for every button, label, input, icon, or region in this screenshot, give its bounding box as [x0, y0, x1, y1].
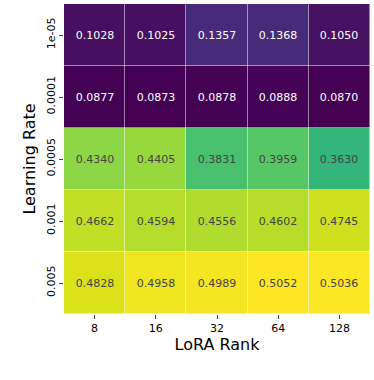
- svg-text:0.1368: 0.1368: [259, 29, 298, 42]
- svg-text:32: 32: [210, 322, 224, 335]
- svg-text:0.1050: 0.1050: [320, 29, 359, 42]
- svg-text:128: 128: [329, 322, 350, 335]
- svg-text:0.0878: 0.0878: [198, 91, 237, 104]
- svg-text:0.3959: 0.3959: [259, 153, 298, 166]
- svg-text:0.3831: 0.3831: [198, 153, 237, 166]
- svg-text:0.1025: 0.1025: [137, 29, 176, 42]
- svg-text:0.4958: 0.4958: [137, 277, 176, 290]
- svg-text:0.4556: 0.4556: [198, 215, 237, 228]
- svg-text:0.5036: 0.5036: [320, 277, 359, 290]
- svg-text:0.0005: 0.0005: [45, 138, 58, 177]
- svg-text:0.0870: 0.0870: [320, 91, 359, 104]
- svg-text:0.005: 0.005: [45, 266, 58, 298]
- svg-text:0.4989: 0.4989: [198, 277, 237, 290]
- svg-text:1e-05: 1e-05: [45, 17, 58, 49]
- svg-text:0.4828: 0.4828: [76, 277, 115, 290]
- svg-text:LoRA Rank: LoRA Rank: [175, 335, 261, 354]
- svg-text:0.5052: 0.5052: [259, 277, 298, 290]
- svg-text:0.4340: 0.4340: [76, 153, 115, 166]
- svg-text:0.0888: 0.0888: [259, 91, 298, 104]
- svg-text:0.4745: 0.4745: [320, 215, 359, 228]
- svg-text:8: 8: [91, 322, 98, 335]
- svg-text:64: 64: [271, 322, 285, 335]
- svg-text:0.0877: 0.0877: [76, 91, 115, 104]
- svg-text:0.1357: 0.1357: [198, 29, 237, 42]
- svg-text:16: 16: [149, 322, 163, 335]
- svg-text:0.4602: 0.4602: [259, 215, 298, 228]
- svg-text:Learning Rate: Learning Rate: [20, 103, 39, 214]
- svg-text:0.001: 0.001: [45, 204, 58, 236]
- svg-text:0.0001: 0.0001: [45, 76, 58, 115]
- svg-text:0.3630: 0.3630: [320, 153, 359, 166]
- svg-text:0.4594: 0.4594: [137, 215, 176, 228]
- svg-text:0.4405: 0.4405: [137, 153, 176, 166]
- svg-text:0.1028: 0.1028: [76, 29, 115, 42]
- svg-text:0.4662: 0.4662: [76, 215, 115, 228]
- svg-text:0.0873: 0.0873: [137, 91, 176, 104]
